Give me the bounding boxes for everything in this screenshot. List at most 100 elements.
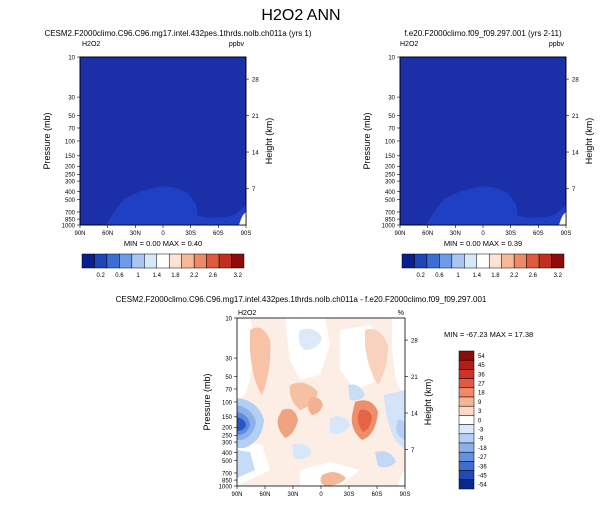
right-y2tick-label: 14	[572, 150, 579, 156]
left-colorbar-label: 2.6	[209, 273, 218, 279]
page-title: H2O2 ANN	[261, 7, 340, 24]
diff-colorbar-swatch	[458, 479, 475, 490]
right-ytick-label: 1000	[382, 223, 396, 229]
left-latitude-ticks: 90N 60N 30N 0 30S 60S 90S	[74, 225, 251, 237]
diff-colorbar-label: 27	[478, 382, 485, 388]
diff-ytick-label: 10	[225, 316, 232, 322]
left-colorbar-swatch	[156, 253, 170, 269]
diff-minmax: MIN = -67.23 MAX = 17.38	[444, 330, 533, 339]
left-colorbar-swatch	[119, 253, 133, 269]
right-ytick-label: 200	[385, 165, 396, 171]
right-panel-title: f.e20.F2000climo.f09_f09.297.001 (yrs 2-…	[404, 29, 562, 38]
right-ytick-label: 400	[385, 190, 396, 196]
diff-latitude-ticks: 90N 60N 30N 0 30S 60S 90S	[231, 486, 410, 498]
diff-colorbar-swatch	[458, 433, 475, 444]
diff-y2label: Height (km)	[423, 379, 433, 426]
right-height-ticks: 28 21 14 7	[566, 77, 579, 193]
right-colorbar-label: 2.2	[510, 273, 519, 279]
right-colorbar-label: 1.8	[491, 273, 500, 279]
left-colorbar-swatch	[131, 253, 145, 269]
left-colorbar-swatch	[94, 253, 108, 269]
left-colorbar-swatch	[231, 253, 245, 269]
left-ytick-label: 500	[65, 198, 76, 204]
left-ytick-label: 400	[65, 190, 76, 196]
right-ylabel: Pressure (mb)	[362, 112, 372, 169]
right-var-label: H2O2	[400, 41, 418, 48]
right-y2tick-label: 28	[572, 77, 579, 83]
left-panel-title: CESM2.F2000climo.C96.C96.mg17.intel.432p…	[44, 29, 311, 38]
left-colorbar-swatch	[144, 253, 158, 269]
left-ytick-label: 700	[65, 210, 76, 216]
diff-ytick-label: 300	[222, 440, 233, 446]
diff-colorbar-swatch	[458, 359, 475, 370]
right-ytick-label: 100	[385, 139, 396, 145]
left-ylabel: Pressure (mb)	[42, 112, 52, 169]
right-xtick-label: 60N	[422, 231, 433, 237]
diff-colorbar-label: -18	[478, 446, 487, 452]
diff-ytick-label: 100	[222, 400, 233, 406]
left-y2tick-label: 7	[252, 187, 256, 193]
right-xtick-label: 0	[481, 231, 485, 237]
right-xtick-label: 30S	[505, 231, 516, 237]
diff-colorbar-swatch	[458, 415, 475, 425]
left-xtick-label: 0	[161, 231, 165, 237]
diff-colorbar-swatch	[458, 442, 475, 453]
diff-xtick-label: 30S	[344, 492, 355, 498]
right-panel: f.e20.F2000climo.f09_f09.297.001 (yrs 2-…	[362, 29, 594, 279]
left-ytick-label: 1000	[62, 223, 76, 229]
right-ytick-label: 150	[385, 154, 396, 160]
left-y2tick-label: 21	[252, 114, 259, 120]
diff-colorbar: 54 45 36 27 18 9 3 0 -3 -9 -18 -27 -36 -45 -54	[458, 350, 487, 490]
diff-colorbar-label: 18	[478, 391, 485, 397]
diff-colorbar-label: -54	[478, 483, 487, 489]
diff-ytick-label: 150	[222, 415, 233, 421]
right-xtick-label: 30N	[450, 231, 461, 237]
left-ytick-label: 30	[68, 95, 75, 101]
diff-colorbar-swatch	[458, 387, 475, 398]
right-colorbar-swatch	[488, 253, 502, 269]
right-colorbar: 0.2 0.6 1 1.4 1.8 2.2 2.6 3.2	[401, 253, 565, 279]
right-colorbar-swatch	[501, 253, 515, 269]
left-ytick-label: 150	[65, 154, 76, 160]
diff-ytick-label: 1000	[219, 484, 233, 490]
diff-xtick-label: 60N	[259, 492, 270, 498]
diff-colorbar-label: -9	[478, 437, 484, 443]
right-xtick-label: 90N	[394, 231, 405, 237]
right-ytick-label: 850	[385, 217, 396, 223]
diff-colorbar-label: 0	[478, 418, 482, 424]
right-colorbar-swatch	[476, 253, 490, 269]
right-colorbar-swatch	[426, 253, 440, 269]
left-colorbar-swatch	[106, 253, 120, 269]
right-y2label: Height (km)	[584, 118, 594, 165]
left-height-ticks: 28 21 14 7	[246, 77, 259, 193]
left-plot-surface-mask	[239, 212, 246, 225]
right-colorbar-label: 3.2	[554, 273, 563, 279]
diff-ytick-label: 400	[222, 451, 233, 457]
left-xtick-label: 30S	[185, 231, 196, 237]
right-ytick-label: 250	[385, 173, 396, 179]
left-var-label: H2O2	[82, 41, 100, 48]
diff-xtick-label: 0	[319, 492, 323, 498]
diff-xtick-label: 60S	[372, 492, 383, 498]
diff-colorbar-swatch	[458, 451, 475, 462]
left-panel: CESM2.F2000climo.C96.C96.mg17.intel.432p…	[42, 29, 312, 279]
right-ytick-label: 300	[385, 179, 396, 185]
diff-y2tick-label: 21	[411, 375, 418, 381]
right-ytick-label: 500	[385, 198, 396, 204]
left-colorbar-label: 3.2	[234, 273, 243, 279]
left-ytick-label: 300	[65, 179, 76, 185]
diff-ylabel: Pressure (mb)	[202, 373, 212, 430]
diff-colorbar-swatch	[458, 350, 475, 361]
diff-ytick-label: 50	[225, 375, 232, 381]
left-ytick-label: 70	[68, 126, 75, 132]
diff-colorbar-label: -45	[478, 474, 487, 480]
left-colorbar-label: 1	[136, 273, 140, 279]
diff-xtick-label: 90S	[400, 492, 411, 498]
left-plot-low-region	[80, 186, 246, 225]
left-colorbar-swatch	[206, 253, 220, 269]
left-y2tick-label: 14	[252, 150, 259, 156]
diff-colorbar-label: -3	[478, 428, 484, 434]
left-ytick-label: 200	[65, 165, 76, 171]
left-minmax: MIN = 0.00 MAX = 0.40	[124, 239, 202, 248]
